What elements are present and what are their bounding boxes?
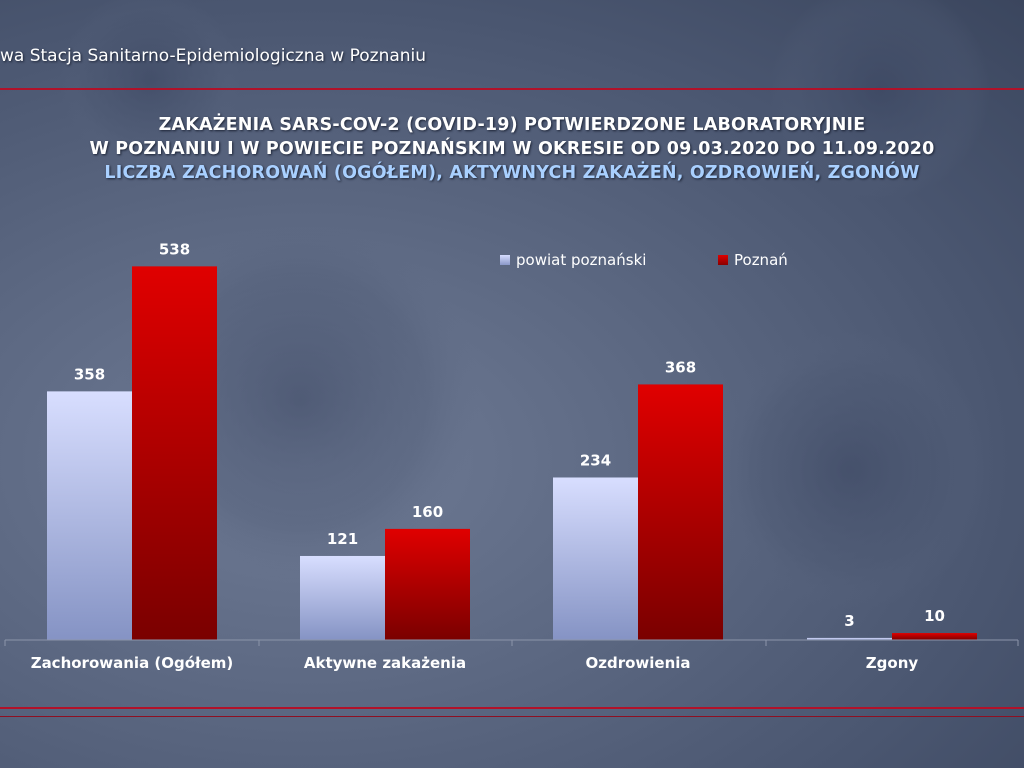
bar-powiat-1 [300, 555, 385, 640]
category-label-1: Aktywne zakażenia [304, 654, 466, 672]
data-label-poznan-0: 538 [159, 240, 190, 258]
data-label-powiat-3: 3 [844, 612, 854, 630]
top-divider [0, 88, 1024, 90]
title-line-2: W POZNANIU I W POWIECIE POZNAŃSKIM W OKR… [89, 139, 935, 159]
virus-particle-3 [770, 0, 990, 200]
legend-item-poznan: Poznań [718, 251, 788, 269]
data-label-powiat-2: 234 [580, 451, 611, 469]
legend-label-poznan: Poznań [734, 251, 788, 269]
bar-poznan-2 [638, 384, 723, 640]
organization-name: wa Stacja Sanitarno-Epidemiologiczna w P… [0, 46, 427, 66]
data-label-poznan-1: 160 [412, 503, 443, 521]
title-line-1: ZAKAŻENIA SARS-COV-2 (COVID-19) POTWIERD… [158, 115, 866, 135]
data-label-powiat-1: 121 [327, 530, 358, 548]
bar-poznan-1 [385, 528, 470, 640]
data-label-poznan-3: 10 [924, 607, 945, 625]
data-label-powiat-0: 358 [74, 365, 105, 383]
data-label-poznan-2: 368 [665, 358, 696, 376]
bar-powiat-3 [807, 637, 892, 640]
virus-particle-2 [710, 330, 990, 610]
category-label-0: Zachorowania (Ogółem) [31, 654, 234, 672]
legend-swatch-powiat [500, 255, 510, 265]
bottom-divider [0, 707, 1024, 709]
title-subtitle: LICZBA ZACHOROWAŃ (OGÓŁEM), AKTYWNYCH ZA… [104, 163, 920, 183]
bar-powiat-0 [47, 391, 132, 640]
bottom-divider-thin [0, 716, 1024, 717]
bar-poznan-3 [892, 633, 977, 640]
legend-swatch-poznan [718, 255, 728, 265]
x-axis: Zachorowania (Ogółem) Aktywne zakażenia Oz… [4, 639, 1019, 672]
bar-poznan-0 [132, 266, 217, 640]
virus-particle-4 [60, 0, 240, 170]
bars-group: 358 538 121 160 234 368 3 10 [47, 240, 977, 640]
category-label-2: Ozdrowienia [585, 654, 690, 672]
chart-title: ZAKAŻENIA SARS-COV-2 (COVID-19) POTWIERD… [0, 113, 1024, 185]
legend-item-powiat: powiat poznański [500, 251, 646, 269]
legend-label-powiat: powiat poznański [516, 251, 647, 269]
category-label-3: Zgony [866, 654, 919, 672]
bar-powiat-2 [553, 477, 638, 640]
